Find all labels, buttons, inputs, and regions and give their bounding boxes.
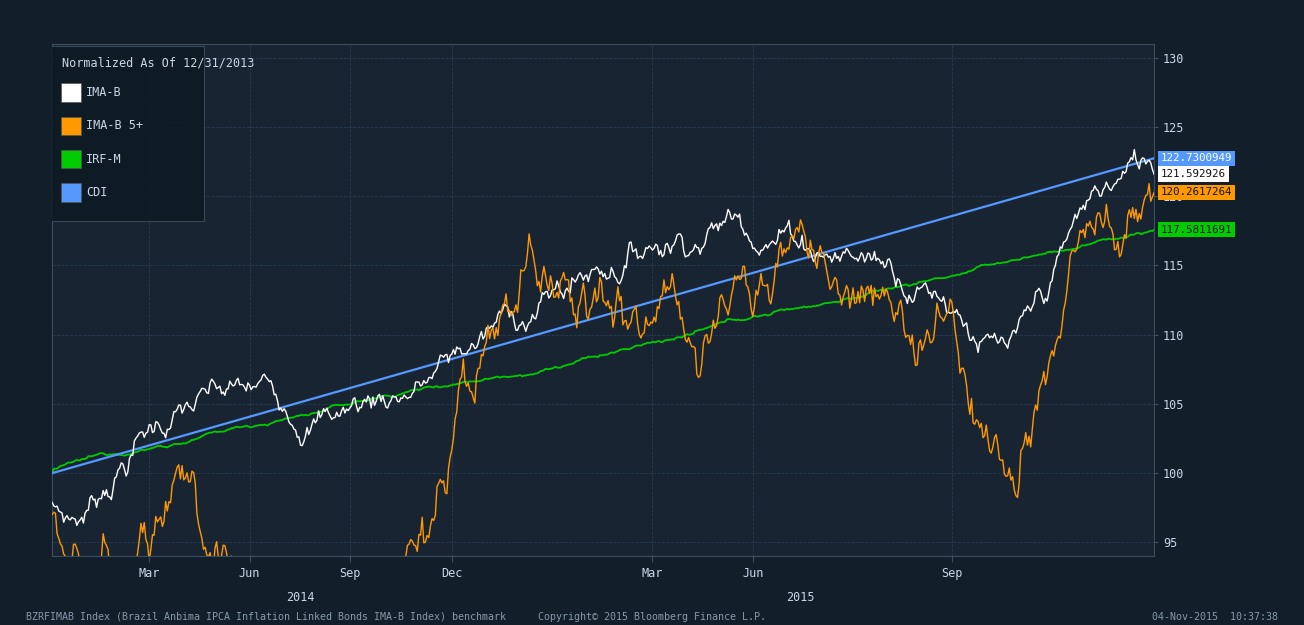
Text: 2014: 2014 [287, 591, 314, 604]
Text: IMA-B: IMA-B [86, 86, 123, 99]
Text: Normalized As Of 12/31/2013: Normalized As Of 12/31/2013 [63, 56, 254, 69]
Text: CDI: CDI [86, 186, 108, 199]
Text: IRF-M: IRF-M [86, 152, 123, 166]
Bar [61, 83, 81, 102]
Text: 2015: 2015 [786, 591, 815, 604]
Text: BZRFIMAB Index (Brazil Anbima IPCA Inflation Linked Bonds IMA-B Index) benchmark: BZRFIMAB Index (Brazil Anbima IPCA Infla… [26, 612, 506, 622]
Text: IMA-B 5+: IMA-B 5+ [86, 119, 143, 132]
Text: 120.2617264: 120.2617264 [1161, 188, 1232, 198]
Bar [61, 116, 81, 135]
Text: 122.7300949: 122.7300949 [1161, 153, 1232, 163]
Text: Copyright© 2015 Bloomberg Finance L.P.: Copyright© 2015 Bloomberg Finance L.P. [539, 612, 765, 622]
Text: 04-Nov-2015  10:37:38: 04-Nov-2015 10:37:38 [1151, 612, 1278, 622]
Bar [61, 183, 81, 202]
Text: 121.592926: 121.592926 [1161, 169, 1226, 179]
Bar [61, 150, 81, 168]
FancyBboxPatch shape [50, 46, 205, 221]
Text: 117.5811691: 117.5811691 [1161, 224, 1232, 234]
